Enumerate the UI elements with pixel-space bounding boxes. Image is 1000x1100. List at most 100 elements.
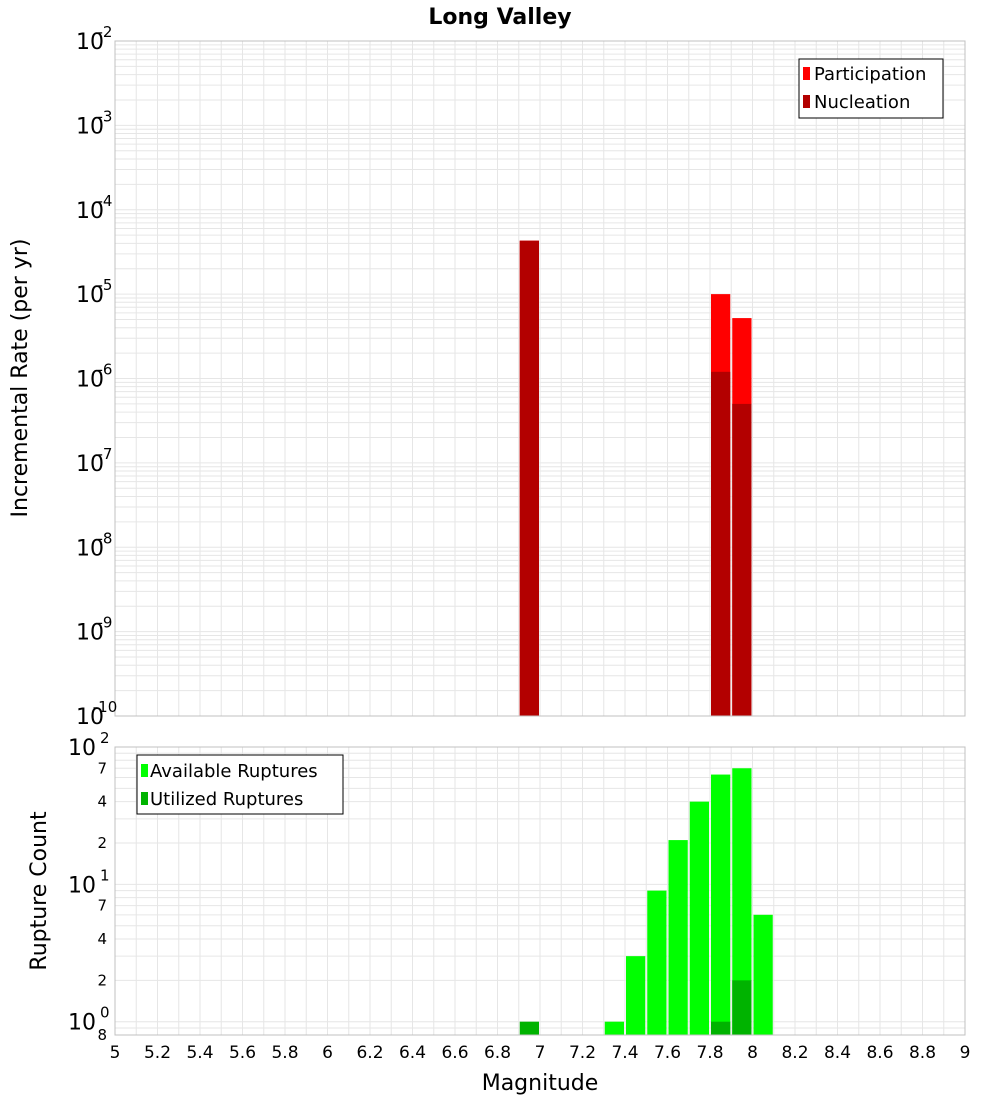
count-plot-frame bbox=[114, 746, 966, 1036]
rate-y-tick-base: 10 bbox=[76, 199, 104, 224]
rate-bar-nucleation bbox=[711, 371, 731, 716]
rate-y-tick-base: 10 bbox=[76, 452, 104, 477]
rate-y-tick: 10-3 bbox=[76, 107, 112, 139]
count-bar-available-ruptures bbox=[626, 956, 646, 1035]
rate-y-tick: 10-2 bbox=[76, 23, 112, 55]
count-y-tick-base: 10 bbox=[68, 873, 96, 898]
rate-y-tick-exponent: -9 bbox=[98, 614, 113, 632]
rate-y-tick-base: 10 bbox=[76, 536, 104, 561]
rate-y-tick-base: 10 bbox=[76, 621, 104, 646]
rate-y-tick-base: 10 bbox=[76, 283, 104, 308]
rate-y-tick-exponent: -8 bbox=[98, 529, 113, 547]
count-y-minor-tick-label: 8 bbox=[97, 1026, 107, 1044]
count-bar-utilized-ruptures bbox=[519, 1021, 539, 1035]
magnitude-x-tick-label: 5.4 bbox=[186, 1043, 213, 1063]
magnitude-x-tick-label: 8.4 bbox=[824, 1043, 851, 1063]
magnitude-x-tick-label: 6.4 bbox=[399, 1043, 426, 1063]
rate-grid bbox=[114, 41, 966, 717]
count-legend: Available Ruptures Utilized Ruptures bbox=[136, 754, 344, 815]
count-bar-available-ruptures bbox=[647, 890, 667, 1035]
rate-legend-box bbox=[798, 58, 944, 119]
chart-title: Long Valley bbox=[428, 5, 571, 30]
count-bar-available-ruptures bbox=[668, 840, 688, 1035]
count-y-tick-exponent: 1 bbox=[100, 866, 110, 884]
rate-y-tick-exponent: -10 bbox=[93, 698, 118, 716]
rate-y-tick-base: 10 bbox=[76, 30, 104, 55]
magnitude-x-tick-label: 8.6 bbox=[866, 1043, 893, 1063]
rate-y-tick-base: 10 bbox=[76, 368, 104, 393]
count-y-tick-base: 10 bbox=[68, 1011, 96, 1036]
available-ruptures-legend-swatch bbox=[141, 764, 148, 777]
count-bar-available-ruptures bbox=[604, 1021, 624, 1035]
count-y-tick: 10 0 bbox=[68, 1004, 110, 1036]
rate-y-tick-exponent: -5 bbox=[98, 276, 113, 294]
nucleation-legend-label: Nucleation bbox=[814, 92, 910, 113]
magnitude-x-tick-label: 5.2 bbox=[144, 1043, 171, 1063]
magnitude-x-tick-label: 7 bbox=[535, 1043, 546, 1063]
rate-y-tick-labels: 10-210-310-410-510-610-710-810-910-10 bbox=[76, 23, 117, 730]
rate-y-tick: 10-9 bbox=[76, 614, 112, 646]
magnitude-x-tick-label: 7.8 bbox=[696, 1043, 723, 1063]
utilized-ruptures-legend-swatch bbox=[141, 792, 148, 805]
rate-bar-nucleation bbox=[732, 403, 752, 716]
count-y-minor-tick-label: 4 bbox=[97, 793, 107, 811]
magnitude-x-tick-label: 6.6 bbox=[441, 1043, 468, 1063]
rate-y-tick-base: 10 bbox=[76, 705, 104, 730]
magnitude-x-tick-label: 6.2 bbox=[356, 1043, 383, 1063]
count-y-minor-tick-label: 7 bbox=[97, 897, 107, 915]
nucleation-legend-swatch bbox=[803, 95, 810, 108]
magnitude-x-tick-label: 8.8 bbox=[909, 1043, 936, 1063]
count-y-tick: 10 2 bbox=[68, 729, 110, 761]
count-y-tick-exponent: 0 bbox=[100, 1004, 110, 1022]
magnitude-x-tick-label: 6 bbox=[322, 1043, 333, 1063]
count-y-tick-exponent: 2 bbox=[100, 729, 110, 747]
participation-legend-swatch bbox=[803, 67, 810, 80]
magnitude-x-tick-label: 8 bbox=[747, 1043, 758, 1063]
count-legend-box bbox=[136, 754, 344, 815]
rate-bars bbox=[519, 240, 752, 717]
available-ruptures-legend-label: Available Ruptures bbox=[150, 761, 318, 782]
magnitude-x-tick-label: 9 bbox=[960, 1043, 971, 1063]
rate-y-tick-exponent: -2 bbox=[98, 23, 113, 41]
x-axis-label: Magnitude bbox=[482, 1071, 599, 1096]
rate-y-tick: 10-4 bbox=[76, 192, 112, 224]
rate-y-tick: 10-8 bbox=[76, 529, 112, 561]
rate-y-tick-exponent: -4 bbox=[98, 192, 113, 210]
participation-legend-label: Participation bbox=[814, 64, 926, 85]
utilized-ruptures-legend-label: Utilized Ruptures bbox=[150, 789, 303, 810]
magnitude-x-tick-labels: 5 5.2 5.4 5.6 5.8 6 6.2 6.4 6.6 6.8 7 7.2 7.4 7.6 7.8 8… bbox=[110, 1043, 971, 1063]
rate-y-tick-base: 10 bbox=[76, 114, 104, 139]
count-y-minor-tick-label: 7 bbox=[97, 759, 107, 777]
count-bar-utilized-ruptures bbox=[732, 980, 752, 1035]
count-y-minor-tick-label: 2 bbox=[97, 834, 107, 852]
rate-panel: 10-210-310-410-510-610-710-810-910-10 In… bbox=[8, 23, 966, 730]
rate-y-tick: 10-6 bbox=[76, 361, 112, 393]
count-bar-available-ruptures bbox=[711, 774, 731, 1035]
rate-y-tick: 10-7 bbox=[76, 445, 112, 477]
rate-y-axis-label: Incremental Rate (per yr) bbox=[8, 239, 33, 518]
rate-y-tick: 10-5 bbox=[76, 276, 112, 308]
count-y-tick: 10 1 bbox=[68, 866, 110, 898]
count-y-tick-base: 10 bbox=[68, 736, 96, 761]
rate-bar-nucleation bbox=[519, 240, 539, 717]
magnitude-x-tick-label: 7.6 bbox=[654, 1043, 681, 1063]
rate-y-tick-exponent: -6 bbox=[98, 361, 113, 379]
magnitude-x-tick-label: 5.6 bbox=[229, 1043, 256, 1063]
magnitude-x-tick-label: 6.8 bbox=[484, 1043, 511, 1063]
count-bar-available-ruptures bbox=[732, 768, 752, 1035]
rate-plot-frame bbox=[114, 40, 966, 717]
count-y-axis-label: Rupture Count bbox=[27, 811, 52, 971]
magnitude-x-tick-label: 5.8 bbox=[271, 1043, 298, 1063]
count-bar-available-ruptures bbox=[689, 801, 709, 1035]
rate-y-tick-exponent: -7 bbox=[98, 445, 113, 463]
rate-y-tick-exponent: -3 bbox=[98, 107, 113, 125]
count-y-minor-tick-label: 4 bbox=[97, 930, 107, 948]
magnitude-x-tick-label: 7.4 bbox=[611, 1043, 638, 1063]
count-bar-utilized-ruptures bbox=[711, 1021, 731, 1035]
rate-legend: Participation Nucleation bbox=[798, 58, 944, 119]
rate-y-tick: 10-10 bbox=[76, 698, 117, 730]
magnitude-x-tick-label: 8.2 bbox=[781, 1043, 808, 1063]
